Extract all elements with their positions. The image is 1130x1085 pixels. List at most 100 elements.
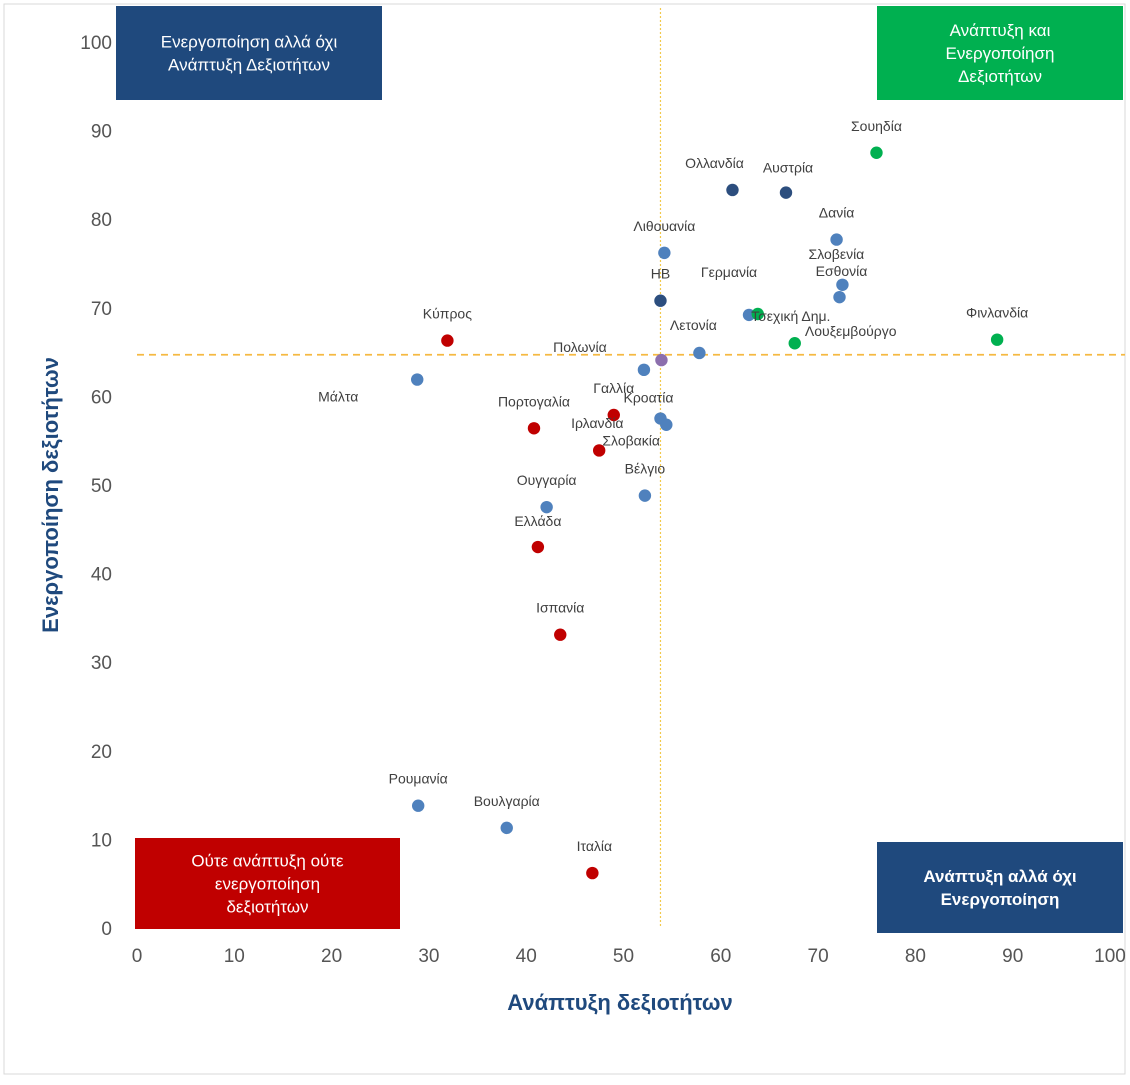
x-tick-label: 10 (224, 946, 245, 967)
data-point (751, 307, 764, 321)
quadrant-label: δεξιοτήτων (226, 898, 308, 917)
data-point (660, 418, 673, 431)
quadrant-bottom-right: Ανάπτυξη αλλά όχι Ενεργοποίηση (877, 842, 1123, 933)
quadrant-label: Ανάπτυξη Δεξιοτήτων (168, 56, 330, 75)
data-point (830, 233, 843, 246)
data-label: Αυστρία (763, 160, 813, 176)
data-point (531, 540, 545, 554)
data-point (637, 363, 651, 377)
data-label: Σουηδία (851, 118, 902, 134)
y-tick-label: 30 (91, 653, 112, 674)
y-tick-label: 60 (91, 387, 112, 408)
data-point (779, 186, 793, 199)
data-label: Ιταλία (577, 838, 613, 854)
quadrant-label: Ούτε ανάπτυξη ούτε (191, 852, 344, 871)
data-point (540, 500, 553, 514)
data-label: Βουλγαρία (474, 793, 540, 809)
data-point (592, 444, 606, 457)
quadrant-box (877, 842, 1123, 933)
x-axis-ticks: 0 10 20 30 40 50 60 70 80 90 100 (132, 946, 1126, 967)
data-point (441, 334, 454, 347)
data-label: Γαλλία (593, 380, 634, 396)
data-point (411, 799, 425, 812)
data-point (586, 866, 599, 880)
data-point (500, 821, 513, 835)
x-tick-label: 70 (808, 946, 829, 967)
y-tick-label: 0 (101, 919, 112, 940)
quadrant-label: Ενεργοποίηση (946, 44, 1055, 63)
data-label: Μάλτα (318, 389, 358, 405)
data-label: Σλοβενία (809, 246, 865, 262)
data-point (411, 373, 424, 386)
quadrant-box (135, 838, 400, 929)
y-axis-title: Ενεργοποίηση δεξιοτήτων (38, 357, 63, 633)
quadrant-label: Ενεργοποίηση αλλά όχι (161, 33, 338, 52)
data-point (726, 183, 739, 197)
quadrant-boxes: Ενεργοποίηση αλλά όχι Ανάπτυξη Δεξιοτήτων… (116, 6, 1123, 933)
data-point (990, 333, 1004, 346)
x-axis-title: Ανάπτυξη δεξιοτήτων (507, 990, 732, 1015)
quadrant-box (877, 6, 1123, 100)
data-label: Ουγγαρία (517, 472, 577, 488)
x-tick-label: 100 (1094, 946, 1126, 967)
x-tick-label: 50 (613, 946, 634, 967)
data-point (693, 346, 706, 360)
x-tick-label: 90 (1002, 946, 1023, 967)
data-labels: Σουηδία Ολλανδία Αυστρία Δανία Λιθουανία Σλοβ… (318, 118, 1028, 854)
y-tick-label: 40 (91, 565, 112, 586)
data-point (833, 290, 846, 304)
data-label: Ισπανία (536, 600, 584, 616)
quadrant-top-left: Ενεργοποίηση αλλά όχι Ανάπτυξη Δεξιοτήτων (116, 6, 382, 100)
x-tick-label: 0 (132, 946, 143, 967)
data-point (638, 489, 652, 502)
quadrant-label: Δεξιοτήτων (958, 67, 1042, 86)
quadrant-box (116, 6, 382, 100)
data-label: Λιθουανία (633, 218, 695, 234)
x-tick-label: 40 (516, 946, 537, 967)
data-point (655, 353, 668, 367)
data-point (836, 278, 849, 291)
quadrant-bottom-left: Ούτε ανάπτυξη ούτε ενεργοποίηση δεξιοτήτων (135, 838, 400, 929)
y-tick-label: 90 (91, 122, 112, 143)
data-point (870, 146, 883, 159)
quadrant-label: Ανάπτυξη και (950, 21, 1051, 40)
y-tick-label: 70 (91, 299, 112, 320)
data-label: Πολωνία (553, 339, 607, 355)
data-label: ΗΒ (651, 266, 670, 282)
quadrant-top-right: Ανάπτυξη και Ενεργοποίηση Δεξιοτήτων (877, 6, 1123, 100)
data-point (654, 294, 667, 307)
data-label: Ελλάδα (514, 513, 561, 529)
x-tick-label: 80 (905, 946, 926, 967)
data-label: Κροατία (624, 390, 674, 406)
y-tick-label: 50 (91, 476, 112, 497)
x-tick-label: 30 (418, 946, 439, 967)
data-point (554, 628, 567, 641)
quadrant-label: ενεργοποίηση (215, 875, 320, 894)
y-tick-label: 10 (91, 830, 112, 851)
data-point (527, 422, 541, 435)
data-label: Ρουμανία (389, 771, 448, 787)
y-tick-label: 100 (80, 33, 112, 54)
data-label: Λετονία (670, 317, 717, 333)
x-tick-label: 20 (321, 946, 342, 967)
data-label: Δανία (819, 205, 855, 221)
y-tick-label: 80 (91, 210, 112, 231)
data-label: Τσεχική Δημ. (751, 308, 830, 324)
data-label: Λουξεμβούργο (805, 323, 897, 339)
data-point (788, 337, 801, 350)
reference-lines (137, 8, 1125, 928)
data-point (607, 408, 620, 422)
quadrant-label: Ανάπτυξη αλλά όχι (923, 867, 1077, 886)
quadrant-label: Ενεργοποίηση (941, 890, 1060, 909)
data-label: Ολλανδία (685, 155, 744, 171)
x-tick-label: 60 (710, 946, 731, 967)
y-axis-ticks: 0 10 20 30 40 50 60 70 80 90 100 (80, 33, 112, 940)
data-label: Πορτογαλία (498, 393, 570, 409)
data-label: Εσθονία (816, 263, 868, 279)
data-label: Σλοβακία (602, 432, 660, 448)
data-label: Ιρλανδία (571, 415, 623, 431)
data-label: Γερμανία (701, 264, 757, 280)
data-label: Κύπρος (423, 306, 472, 322)
data-point (658, 246, 671, 260)
